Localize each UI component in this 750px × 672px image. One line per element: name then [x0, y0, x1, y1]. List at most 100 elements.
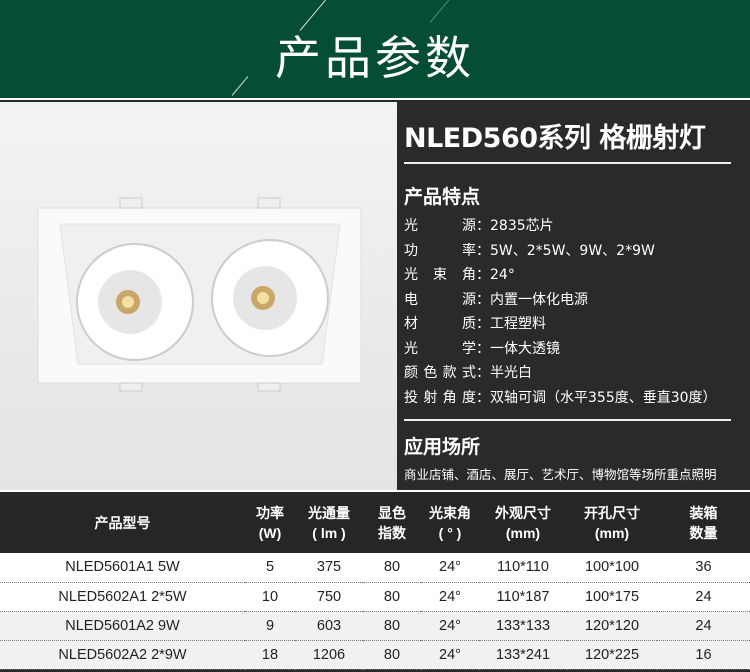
- table-cell: 16: [657, 640, 750, 670]
- spec-panel: NLED560系列 格栅射灯 产品特点 光源： 2835芯片功率： 5W、2*5W、…: [397, 102, 750, 490]
- column-header: 光束角 ( ° ): [421, 490, 479, 553]
- feature-value: 工程塑料: [490, 316, 546, 332]
- table-cell: 80: [363, 611, 421, 641]
- product-image: [0, 102, 397, 490]
- colon: ：: [476, 291, 490, 308]
- table-cell: 24: [657, 582, 750, 612]
- feature-value: 双轴可调（水平355度、垂直30度）: [490, 389, 717, 406]
- table-cell: NLED5602A2 2*9W: [0, 640, 245, 670]
- table-cell: 100*100: [567, 553, 657, 583]
- table-cell: NLED5601A1 5W: [0, 553, 245, 583]
- feature-item: 光学：一体大透镜: [404, 337, 717, 362]
- table-cell: NLED5601A2 9W: [0, 611, 245, 641]
- header-line: (W): [258, 524, 282, 541]
- table-cell: NLED5602A1 2*5W: [0, 582, 245, 612]
- header-line: ( lm ): [312, 524, 346, 541]
- header-line: (mm): [594, 524, 630, 541]
- header-line: 功率: [256, 504, 284, 521]
- table-row: NLED5601A1 5W 5 375 80 24° 110*110 100*100 36: [0, 553, 750, 583]
- product-title: NLED560系列 格栅射灯: [404, 123, 706, 154]
- feature-key: 光束角: [404, 267, 476, 283]
- decor-line: [429, 0, 450, 23]
- table-cell: 80: [363, 640, 421, 670]
- header-line: 开孔尺寸: [584, 504, 640, 521]
- header-line: 装箱: [689, 504, 718, 521]
- header-line: (mm): [505, 524, 541, 541]
- application-text: 商业店铺、酒店、展厅、艺术厅、博物馆等场所重点照明: [404, 467, 717, 482]
- feature-value: 5W、2*5W、9W、2*9W: [490, 242, 655, 259]
- table-cell: 5: [245, 553, 295, 583]
- table-cell: 603: [295, 611, 363, 641]
- feature-value: 一体大透镜: [490, 340, 560, 357]
- table-cell: 80: [363, 553, 421, 583]
- header-line: 指数: [378, 524, 406, 541]
- feature-key: 光学: [404, 340, 476, 357]
- feature-item: 电源：内置一体化电源: [404, 288, 717, 313]
- feature-value: 2835芯片: [490, 218, 554, 234]
- column-header: 外观尺寸 (mm): [479, 490, 567, 553]
- feature-key: 功率: [404, 242, 476, 259]
- feature-value: 24°: [490, 267, 515, 283]
- feature-item: 投射角度：双轴可调（水平355度、垂直30度）: [404, 386, 717, 411]
- spec-table: 产品型号 功率 (W) 光通量 ( lm ) 显色指数 光束角( ° ) 外观尺寸 (mm) 开孔…: [0, 490, 750, 670]
- header-line: 产品型号: [94, 514, 151, 531]
- divider: [404, 162, 731, 164]
- table-cell: 9: [245, 611, 295, 641]
- colon: ：: [476, 365, 490, 381]
- feature-item: 材质：工程塑料: [404, 312, 717, 337]
- table-row: NLED5602A2 2*9W 18 1206 80 24° 133*241 120*225…: [0, 640, 750, 670]
- colon: ：: [476, 340, 490, 357]
- header-line: 外观尺寸: [495, 504, 551, 521]
- feature-item: 光束角： 24°: [404, 263, 717, 288]
- table-cell: 133*133: [479, 611, 567, 641]
- feature-key: 光源: [404, 218, 476, 234]
- table-cell: 110*187: [479, 582, 567, 612]
- divider: [404, 419, 731, 421]
- table-cell: 750: [295, 582, 363, 612]
- column-header: 功率 (W): [245, 490, 295, 553]
- feature-value: 内置一体化电源: [490, 291, 588, 308]
- features-heading: 产品特点: [404, 186, 481, 208]
- feature-key: 电源: [404, 291, 476, 308]
- table-cell: 24: [657, 611, 750, 641]
- feature-key: 材质: [404, 316, 476, 332]
- feature-key: 投射角度: [404, 389, 476, 406]
- table-cell: 375: [295, 553, 363, 583]
- table-cell: 24°: [421, 553, 479, 583]
- colon: ：: [476, 389, 490, 406]
- feature-item: 颜色款式：半光白: [404, 361, 717, 386]
- table-cell: 120*120: [567, 611, 657, 641]
- column-header: 光通量 ( lm ): [295, 490, 363, 553]
- table-cell: 24°: [421, 640, 479, 670]
- table-cell: 10: [245, 582, 295, 612]
- column-header: 装箱 数量: [657, 490, 750, 553]
- colon: ：: [476, 316, 490, 332]
- feature-key: 颜色款式: [404, 365, 476, 381]
- feature-item: 光源： 2835芯片: [404, 214, 717, 239]
- feature-item: 功率： 5W、2*5W、9W、2*9W: [404, 239, 717, 264]
- table-cell: 1206: [295, 640, 363, 670]
- table-cell: 24°: [421, 582, 479, 612]
- table-row: NLED5602A1 2*5W 10 750 80 24° 110*187 100*175 2…: [0, 582, 750, 612]
- table-cell: 36: [657, 553, 750, 583]
- table-cell: 100*175: [567, 582, 657, 612]
- table-cell: 24°: [421, 611, 479, 641]
- table-cell: 133*241: [479, 640, 567, 670]
- table-cell: 18: [245, 640, 295, 670]
- colon: ：: [476, 242, 490, 259]
- colon: ：: [476, 218, 490, 234]
- table-cell: 110*110: [479, 553, 567, 583]
- table-cell: 80: [363, 582, 421, 612]
- header-line: 光通量: [308, 504, 350, 521]
- colon: ：: [476, 267, 490, 283]
- header-line: 显色: [378, 504, 406, 521]
- table-cell: 120*225: [567, 640, 657, 670]
- features-list: 光源： 2835芯片功率： 5W、2*5W、9W、2*9W 光束角： 24° 电源：内置一…: [404, 214, 717, 410]
- header-line: 数量: [689, 524, 718, 541]
- banner: 产品参数: [0, 0, 750, 100]
- application-heading: 应用场所: [404, 436, 481, 458]
- banner-title: 产品参数: [275, 31, 475, 85]
- column-header: 显色 指数: [363, 490, 421, 553]
- feature-value: 半光白: [490, 365, 532, 381]
- column-header: 产品型号: [0, 490, 245, 553]
